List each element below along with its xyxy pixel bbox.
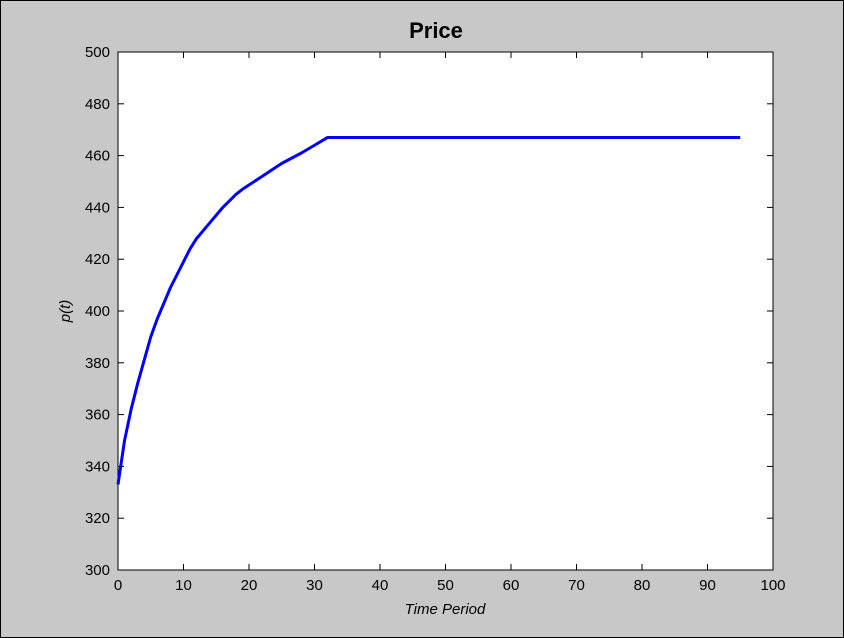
y-ticks: 300 320 340 360 380 400 420 440 460 480 500 <box>85 44 773 579</box>
plot-area <box>117 51 774 571</box>
x-tick-label: 10 <box>175 577 192 594</box>
x-tick-label: 80 <box>634 577 651 594</box>
chart-title: Price <box>409 18 463 43</box>
x-tick-label: 100 <box>760 577 785 594</box>
x-tick-label: 30 <box>306 577 323 594</box>
y-tick-label: 400 <box>85 303 110 320</box>
series-line-0 <box>116 135 741 485</box>
x-tick-label: 20 <box>241 577 258 594</box>
y-tick-label: 320 <box>85 510 110 527</box>
y-tick-label: 500 <box>85 44 110 61</box>
y-tick-label: 340 <box>85 458 110 475</box>
x-ticks: 0 10 20 30 40 50 60 70 80 90 100 <box>114 52 786 594</box>
x-axis-label: Time Period <box>405 601 486 618</box>
y-tick-label: 440 <box>85 199 110 216</box>
y-tick-label: 420 <box>85 251 110 268</box>
y-tick-label: 380 <box>85 355 110 372</box>
x-tick-label: 70 <box>568 577 585 594</box>
series-layer <box>116 135 741 485</box>
y-tick-label: 460 <box>85 148 110 165</box>
y-tick-label: 300 <box>85 562 110 579</box>
y-tick-label: 480 <box>85 96 110 113</box>
x-tick-label: 90 <box>699 577 716 594</box>
x-tick-label: 0 <box>114 577 122 594</box>
y-axis-label: p(t) <box>57 300 74 324</box>
y-tick-label: 360 <box>85 407 110 424</box>
x-tick-label: 60 <box>503 577 520 594</box>
x-tick-label: 50 <box>437 577 454 594</box>
x-tick-label: 40 <box>372 577 389 594</box>
